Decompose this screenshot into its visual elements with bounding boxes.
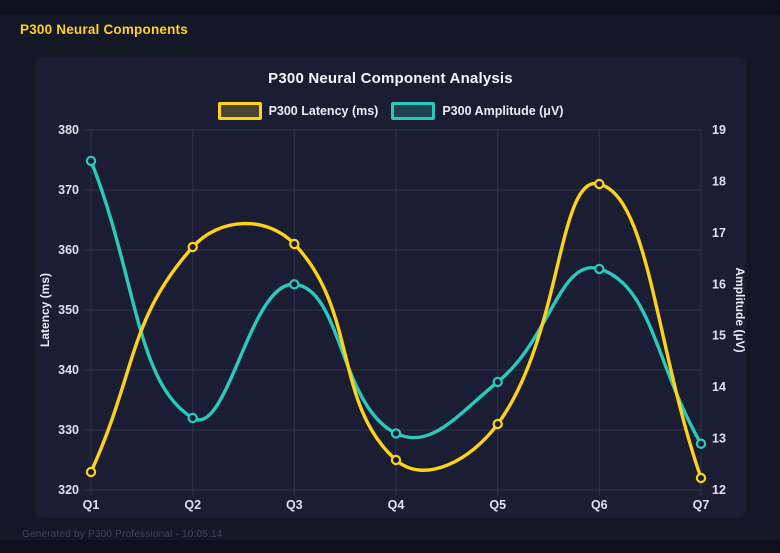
right-axis-title: Amplitude (μV) [733, 267, 746, 352]
y-right-tick-14: 14 [712, 380, 726, 394]
point-latency-Q2 [187, 241, 198, 253]
point-amplitude-Q6 [594, 263, 605, 275]
line-chart: Latency (ms) Amplitude (μV) 320 330 340 350… [38, 123, 746, 512]
y-left-tick-360: 360 [58, 243, 79, 257]
x-tick-Q3: Q3 [286, 498, 303, 512]
point-amplitude-Q7 [695, 438, 707, 449]
chart-panel: P300 Neural Component Analysis P300 Late… [35, 57, 746, 518]
x-tick-Q2: Q2 [184, 498, 201, 512]
legend-item-latency[interactable]: P300 Latency (ms) [217, 102, 379, 120]
y-right-tick-19: 19 [712, 123, 726, 137]
y-right-tick-12: 12 [712, 483, 726, 497]
legend-item-amplitude[interactable]: P300 Amplitude (μV) [391, 102, 563, 120]
y-left-tick-340: 340 [58, 363, 79, 377]
point-latency-Q6 [594, 178, 605, 190]
point-latency-Q5 [492, 418, 503, 430]
left-axis-title: Latency (ms) [38, 273, 52, 347]
point-latency-Q7 [695, 472, 707, 484]
chart-title: P300 Neural Component Analysis [268, 70, 513, 87]
point-amplitude-Q2 [187, 412, 198, 424]
legend-label-latency: P300 Latency (ms) [268, 104, 379, 118]
x-tick-Q5: Q5 [489, 498, 506, 512]
point-amplitude-Q3 [289, 279, 300, 290]
chart-legend: P300 Latency (ms) P300 Amplitude (μV) [35, 102, 746, 120]
point-latency-Q4 [390, 454, 402, 466]
point-latency-Q3 [289, 238, 300, 250]
y-right-tick-15: 15 [712, 329, 726, 343]
y-left-tick-380: 380 [58, 123, 79, 137]
latency-swatch [217, 102, 262, 120]
y-right-tick-18: 18 [712, 174, 726, 188]
y-left-tick-350: 350 [58, 303, 79, 317]
footer-text: Generated by P300 Professional - 10:05:1… [22, 529, 223, 540]
top-edge-band [0, 0, 780, 15]
page-title: P300 Neural Components [20, 22, 188, 37]
x-tick-Q7: Q7 [693, 498, 710, 512]
point-amplitude-Q1 [85, 155, 97, 167]
y-right-tick-17: 17 [712, 226, 726, 240]
x-tick-Q1: Q1 [83, 498, 100, 512]
y-right-tick-16: 16 [712, 277, 726, 291]
x-tick-Q4: Q4 [388, 498, 405, 512]
x-tick-Q6: Q6 [591, 498, 608, 512]
legend-label-amplitude: P300 Amplitude (μV) [442, 104, 564, 118]
y-left-tick-330: 330 [58, 423, 79, 437]
point-amplitude-Q4 [390, 428, 402, 439]
point-amplitude-Q5 [492, 376, 503, 388]
y-right-tick-13: 13 [712, 432, 726, 446]
y-left-tick-320: 320 [58, 483, 79, 497]
amplitude-swatch [391, 102, 436, 120]
bottom-edge-band [0, 540, 780, 553]
point-latency-Q1 [85, 466, 97, 478]
y-left-tick-370: 370 [58, 183, 79, 197]
